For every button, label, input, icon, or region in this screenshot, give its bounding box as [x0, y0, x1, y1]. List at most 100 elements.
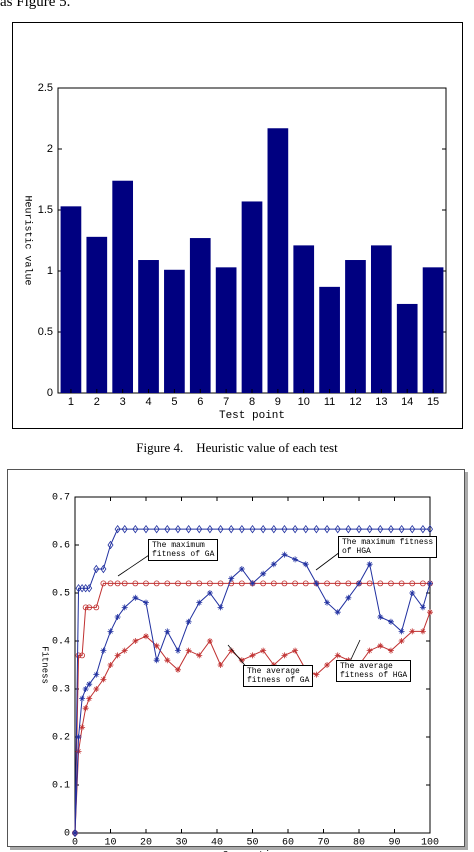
marker: [345, 524, 352, 534]
marker: [387, 647, 394, 654]
marker: [206, 590, 213, 596]
marker: [107, 540, 114, 550]
marker: [260, 570, 267, 577]
marker: [366, 561, 373, 568]
marker: [114, 614, 121, 620]
marker: [164, 628, 171, 635]
marker: [75, 652, 82, 659]
marker: [175, 580, 181, 587]
marker: [302, 561, 309, 568]
marker: [345, 594, 352, 601]
marker: [121, 580, 128, 587]
marker: [217, 580, 224, 587]
marker: [174, 524, 181, 534]
bar: [86, 236, 108, 393]
marker: [217, 524, 224, 534]
marker: [228, 575, 235, 582]
marker: [281, 652, 288, 659]
x-tick-label: 90: [388, 838, 400, 849]
marker: [82, 604, 89, 611]
marker: [324, 599, 331, 606]
x-tick-label: 50: [246, 838, 258, 849]
marker: [174, 647, 181, 654]
y-axis-label: Heuristic value: [21, 195, 33, 285]
x-tick-label: 9: [275, 396, 281, 408]
x-tick-label: 12: [349, 396, 361, 408]
x-tick-label: 6: [197, 396, 203, 408]
bar: [396, 303, 418, 393]
y-tick-label: 0.3: [52, 685, 70, 696]
marker: [228, 524, 235, 534]
marker: [82, 686, 89, 692]
marker: [409, 628, 416, 635]
marker: [164, 580, 171, 587]
marker: [419, 580, 426, 587]
x-tick-label: 80: [353, 838, 365, 849]
marker: [185, 580, 192, 587]
marker: [249, 580, 256, 587]
marker: [153, 580, 160, 587]
x-tick-label: 70: [317, 838, 329, 849]
marker: [377, 642, 384, 649]
x-tick-label: 30: [175, 838, 187, 849]
marker: [206, 524, 213, 534]
marker: [249, 652, 256, 659]
marker: [153, 524, 160, 534]
x-tick-label: 40: [211, 838, 223, 849]
marker: [164, 657, 171, 664]
marker: [93, 686, 100, 692]
x-tick-label: 10: [104, 838, 116, 849]
y-tick-label: 1: [47, 265, 53, 277]
x-tick-label: 11: [324, 396, 335, 408]
marker: [153, 642, 160, 649]
marker: [196, 580, 203, 587]
y-tick-label: 2: [47, 143, 53, 155]
marker: [387, 524, 394, 534]
figure-caption: Figure 4. Heuristic value of each test: [136, 440, 338, 455]
marker: [121, 524, 128, 534]
marker: [153, 657, 160, 664]
marker: [100, 676, 107, 683]
body-text: as Figure 5.: [0, 0, 71, 10]
marker: [185, 647, 192, 654]
marker: [217, 604, 224, 611]
marker: [82, 705, 89, 712]
marker: [132, 580, 139, 587]
marker: [334, 524, 341, 534]
marker: [324, 580, 330, 587]
marker: [143, 599, 149, 606]
marker: [292, 556, 299, 563]
marker: [409, 590, 416, 596]
marker: [324, 524, 331, 534]
marker: [260, 647, 267, 654]
x-tick-label: 14: [401, 396, 413, 408]
marker: [93, 671, 100, 678]
y-tick-label: 0: [47, 387, 53, 399]
x-tick-label: 2: [94, 396, 100, 408]
bar: [293, 245, 315, 393]
marker: [313, 580, 320, 587]
marker: [93, 604, 100, 611]
marker: [174, 666, 181, 673]
marker: [377, 614, 384, 620]
marker: [302, 524, 309, 534]
marker: [334, 609, 341, 616]
annotation: The average fitness of HGA: [336, 660, 412, 682]
x-tick-label: 10: [298, 396, 310, 408]
marker: [387, 618, 394, 625]
x-tick-label: 13: [375, 396, 387, 408]
marker: [121, 604, 128, 611]
figure-frame: [7, 469, 465, 847]
x-tick-label: 3: [120, 396, 126, 408]
x-tick-label: 60: [282, 838, 294, 849]
marker: [196, 524, 203, 534]
marker: [75, 734, 82, 740]
marker: [292, 647, 299, 654]
marker: [114, 580, 121, 587]
y-tick-label: 0.6: [52, 541, 70, 552]
marker: [427, 609, 433, 616]
marker: [132, 638, 139, 644]
marker: [86, 695, 93, 702]
marker: [345, 580, 352, 587]
